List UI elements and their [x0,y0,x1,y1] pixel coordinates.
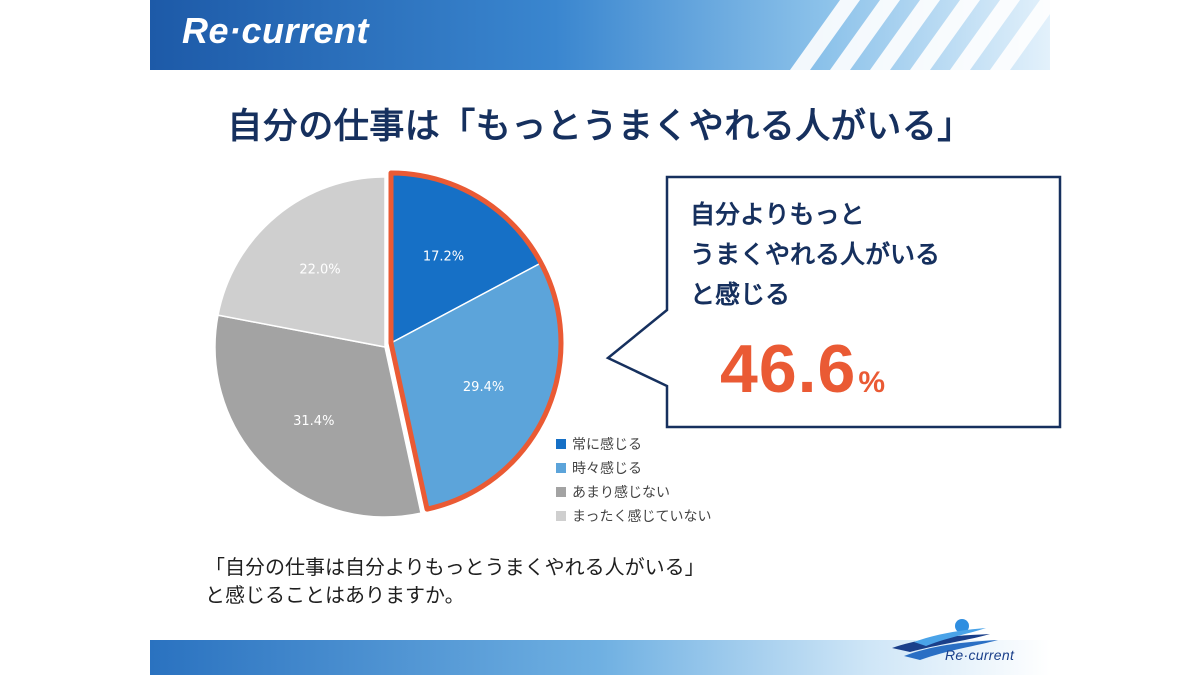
callout-text: 自分よりもっと うまくやれる人がいる と感じる [690,195,940,315]
legend-item: 時々感じる [556,456,711,480]
pie-highlight-outline [388,170,564,512]
legend-swatch [556,487,566,497]
pie-slice [390,261,562,511]
pie-slice-label: 29.4% [463,380,504,395]
callout-line: うまくやれる人がいる [690,240,941,269]
callout-percentage: 46.6% [720,330,885,408]
survey-question: 「自分の仕事は自分よりもっとうまくやれる人がいる」 と感じることはありますか。 [205,553,705,609]
pie-slice-label: 22.0% [299,262,340,277]
legend-swatch [556,439,566,449]
callout-line: 自分よりもっと [690,200,865,229]
pie-slice [214,314,422,518]
header-banner [150,0,1050,70]
legend-item: あまり感じない [556,480,711,504]
legend-label: 時々感じる [572,461,642,477]
survey-question-line: 「自分の仕事は自分よりもっとうまくやれる人がいる」 [205,555,705,579]
legend-label: まったく感じていない [572,509,712,525]
callout-line: と感じる [690,280,791,309]
legend-label: あまり感じない [572,485,670,501]
callout-percentage-unit: % [858,366,886,399]
legend-swatch [556,463,566,473]
legend-swatch [556,511,566,521]
pie-slice [217,176,386,348]
legend-item: 常に感じる [556,432,711,456]
chart-title: 自分の仕事は「もっとうまくやれる人がいる」 [227,107,973,147]
footer-logo-icon [892,619,998,660]
pie-slice-label: 31.4% [293,414,334,429]
legend-item: まったく感じていない [556,504,711,528]
legend-label: 常に感じる [572,437,642,453]
pie-slice-label: 17.2% [423,250,464,265]
chart-legend: 常に感じる時々感じるあまり感じないまったく感じていない [556,432,711,528]
footer-brand-text: Re·current [945,647,1015,663]
callout-percentage-number: 46.6 [720,331,857,407]
brand-logo-text: Re·current [182,10,370,51]
survey-question-line: と感じることはありますか。 [205,583,465,607]
header-banner-graphic [150,0,1050,70]
pie-slice [390,172,543,345]
